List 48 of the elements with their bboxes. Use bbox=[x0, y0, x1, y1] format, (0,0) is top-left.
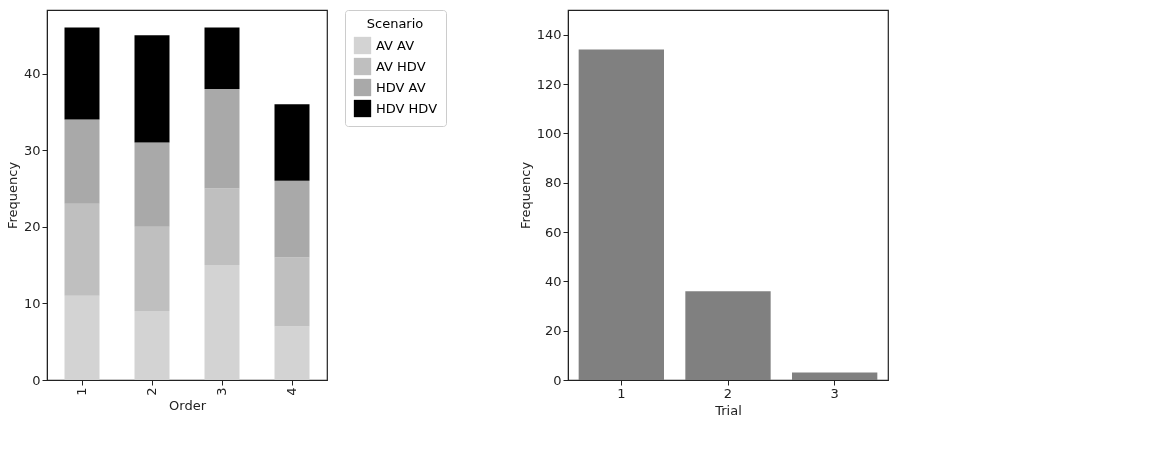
bar bbox=[685, 291, 771, 380]
y-tick-label: 140 bbox=[536, 27, 562, 43]
legend-label: AV AV bbox=[376, 37, 415, 53]
bar bbox=[64, 27, 100, 120]
y-tick-label: 0 bbox=[553, 372, 562, 388]
bar bbox=[204, 27, 240, 89]
y-axis-title: Frequency bbox=[4, 161, 20, 230]
legend-label: HDV HDV bbox=[376, 100, 438, 116]
y-tick-label: 0 bbox=[32, 372, 41, 388]
bar bbox=[134, 226, 170, 312]
bar bbox=[64, 203, 100, 296]
bar bbox=[64, 295, 100, 380]
bar bbox=[204, 265, 240, 380]
y-tick-label: 100 bbox=[536, 125, 562, 141]
x-axis-title: Order bbox=[169, 397, 207, 413]
y-tick-label: 20 bbox=[544, 323, 562, 339]
bar bbox=[274, 326, 310, 380]
y-tick-label: 10 bbox=[23, 295, 41, 311]
legend-label: HDV AV bbox=[376, 79, 426, 95]
bar bbox=[134, 35, 170, 143]
bar bbox=[274, 257, 310, 327]
bar bbox=[134, 142, 170, 227]
y-axis-title: Frequency bbox=[517, 161, 533, 230]
y-tick-label: 40 bbox=[23, 66, 41, 82]
bar bbox=[578, 49, 664, 380]
bar bbox=[792, 372, 878, 380]
x-tick-label: 1 bbox=[74, 387, 89, 396]
y-tick-label: 20 bbox=[23, 219, 41, 235]
legend-title: Scenario bbox=[366, 16, 424, 31]
x-tick-label: 3 bbox=[830, 385, 839, 401]
y-tick-label: 30 bbox=[23, 142, 41, 158]
bar bbox=[204, 188, 240, 266]
y-tick-label: 60 bbox=[544, 224, 562, 240]
x-tick-label: 2 bbox=[144, 387, 159, 396]
bar bbox=[274, 180, 310, 258]
x-tick-label: 4 bbox=[284, 387, 299, 396]
y-tick-label: 80 bbox=[544, 175, 562, 191]
bar bbox=[64, 119, 100, 204]
bar bbox=[204, 88, 240, 189]
y-tick-label: 40 bbox=[544, 273, 562, 289]
x-tick-label: 1 bbox=[617, 385, 626, 401]
x-tick-label: 2 bbox=[723, 385, 733, 401]
y-tick-label: 120 bbox=[536, 76, 562, 92]
legend-label: AV HDV bbox=[376, 58, 426, 74]
bar bbox=[274, 104, 310, 181]
bar bbox=[134, 311, 170, 380]
x-tick-label: 3 bbox=[214, 387, 229, 396]
x-axis-title: Trial bbox=[714, 402, 742, 418]
